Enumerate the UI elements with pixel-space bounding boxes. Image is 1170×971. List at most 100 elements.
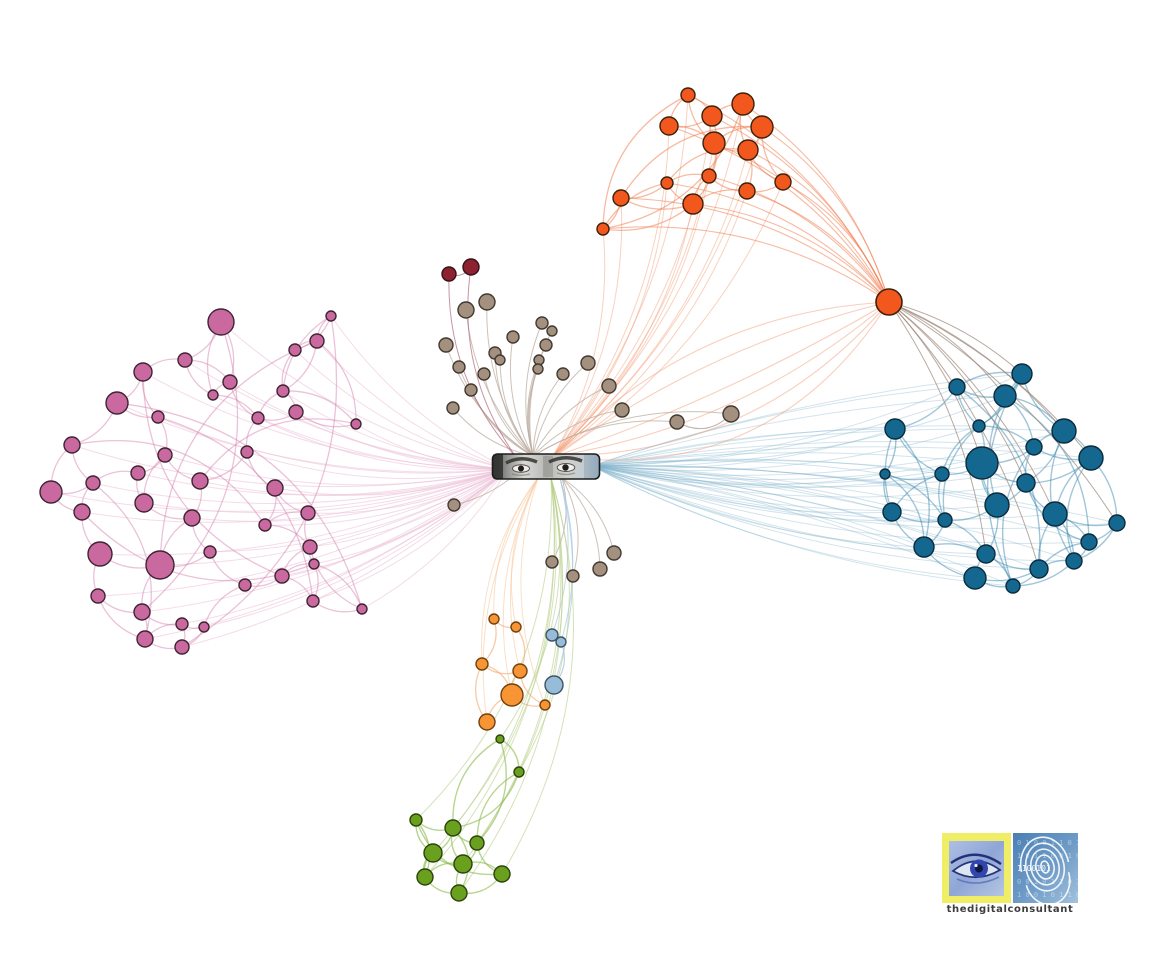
orange-top-spoke-edge: [552, 190, 748, 457]
pink-left-node: [133, 362, 153, 382]
gray-below-node: [566, 569, 580, 583]
blue-right-spoke-edge: [591, 428, 1065, 467]
left-iris: [518, 465, 524, 472]
pink-left-node: [222, 374, 238, 390]
gray-satellites-node: [539, 338, 553, 352]
blue-right-node: [1029, 559, 1049, 579]
green-bottom-edge: [476, 738, 507, 844]
right-iris: [562, 464, 569, 471]
pink-left-edge: [159, 340, 318, 566]
orange-top-node: [731, 92, 755, 116]
gray-satellites-spoke-edge: [532, 385, 610, 457]
blue-right-spoke-edge: [591, 465, 1075, 562]
left-undereye-line: [511, 473, 531, 476]
light-blue-node: [544, 675, 564, 695]
orange-top-spoke-edge: [552, 197, 623, 457]
gray-satellites-node: [464, 383, 478, 397]
gray-satellites-node: [556, 367, 570, 381]
blue-right-node: [882, 502, 902, 522]
blue-right-edge: [942, 425, 980, 521]
blue-right-spoke-edge: [591, 465, 998, 511]
center-hub-spoke-edge: [555, 301, 890, 457]
pink-left-node: [309, 333, 325, 349]
pink-left-node: [105, 391, 129, 415]
green-bottom-node: [469, 835, 485, 851]
blue-right-node: [1080, 533, 1098, 551]
green-bottom-node: [450, 884, 468, 902]
orange-top-edge: [692, 115, 718, 205]
pink-left-spoke-edge: [81, 468, 509, 523]
gray-satellites-node: [506, 330, 520, 344]
orange-hub-node: [875, 288, 903, 316]
blue-right-spoke-edge: [591, 465, 925, 548]
blue-right-spoke-edge: [591, 465, 1090, 543]
pink-left-node: [145, 550, 175, 580]
blue-right-node: [948, 378, 966, 396]
hub-orange-edge: [620, 197, 890, 303]
center-hub-spoke-edge: [555, 301, 890, 461]
blue-right-spoke-edge: [591, 430, 1065, 476]
green-bottom-node: [453, 854, 473, 874]
green-bottom-node: [513, 766, 525, 778]
hub-blue-gray-edge: [888, 301, 1006, 397]
logo-text: thedigitalconsultant: [946, 904, 1074, 915]
gray-satellites-node: [601, 378, 617, 394]
gray-below-spoke-edge: [561, 477, 579, 577]
hub-orange-edge: [761, 126, 890, 303]
pink-left-node: [198, 621, 210, 633]
pink-left-edge: [312, 600, 363, 613]
blue-right-spoke-edge: [591, 465, 976, 579]
hub-blue-gray-edge: [888, 301, 1065, 432]
gray-satellites-node: [614, 402, 630, 418]
blue-right-edge: [956, 386, 1041, 570]
orange-top-spoke-edge: [552, 115, 713, 457]
small-orange-node: [475, 657, 489, 671]
gray-satellites-node: [494, 354, 506, 366]
eyes-image-shadow-left: [493, 454, 503, 479]
small-orange-spoke-edge: [482, 477, 539, 723]
gray-satellites-spoke-edge: [486, 301, 534, 457]
green-bottom-node: [444, 819, 462, 837]
gray-satellites-spoke-edge: [532, 373, 564, 457]
orange-top-node: [774, 173, 792, 191]
pink-left-spoke-edge: [209, 468, 509, 553]
blue-right-spoke-edge: [591, 465, 1040, 570]
hub-orange-edge: [602, 226, 890, 303]
gray-below-spoke-edge: [561, 477, 601, 570]
blue-right-node: [993, 384, 1017, 408]
blue-right-spoke-edge: [591, 458, 943, 475]
blue-right-spoke-edge: [591, 386, 958, 467]
gray-satellites-node: [580, 355, 596, 371]
small-orange-spoke-edge: [502, 477, 539, 696]
gray-below-node: [606, 545, 622, 561]
blue-right-spoke-edge: [591, 452, 983, 467]
center-hub-spoke-edge: [555, 301, 890, 457]
gray-satellites-node: [452, 360, 466, 374]
blue-right-spoke-edge: [591, 465, 893, 513]
logo-eye-tile: [942, 833, 1011, 903]
blue-right-node: [884, 418, 906, 440]
green-bottom-node: [493, 865, 511, 883]
orange-top-node: [701, 105, 723, 127]
pink-left-node: [266, 479, 284, 497]
node-layer: [39, 87, 1126, 902]
gray-below-spoke-edge: [561, 477, 615, 554]
eyes-image-tint-right: [584, 454, 599, 479]
pink-left-edge: [71, 439, 266, 526]
binary-row: 1100101: [1017, 864, 1051, 873]
pink-left-spoke-edge: [330, 315, 509, 470]
green-bottom-spoke-edge: [501, 477, 574, 875]
small-orange-node: [512, 663, 528, 679]
pink-left-node: [207, 308, 235, 336]
orange-top-node: [702, 131, 726, 155]
hub-blue-gray-edge: [888, 301, 1027, 484]
blue-right-spoke-edge: [591, 465, 1027, 498]
blue-right-spoke-edge: [591, 465, 1075, 562]
blue-right-spoke-edge: [591, 465, 987, 555]
pink-left-node: [134, 493, 154, 513]
blue-right-spoke-edge: [591, 465, 943, 489]
maroon-node: [441, 266, 457, 282]
orange-top-node: [596, 222, 610, 236]
pink-left-edge: [309, 546, 363, 610]
